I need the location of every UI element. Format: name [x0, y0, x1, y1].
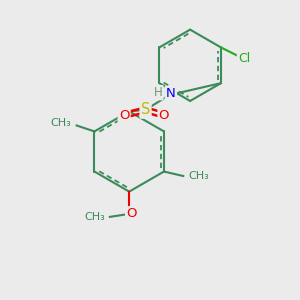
Text: N: N — [166, 87, 176, 100]
Text: O: O — [119, 109, 129, 122]
Text: S: S — [141, 102, 150, 117]
Text: Cl: Cl — [238, 52, 250, 65]
Text: O: O — [126, 207, 137, 220]
Text: H: H — [154, 86, 162, 99]
Text: CH₃: CH₃ — [85, 212, 105, 222]
Text: CH₃: CH₃ — [50, 118, 71, 128]
Text: CH₃: CH₃ — [189, 171, 209, 181]
Text: O: O — [159, 109, 169, 122]
